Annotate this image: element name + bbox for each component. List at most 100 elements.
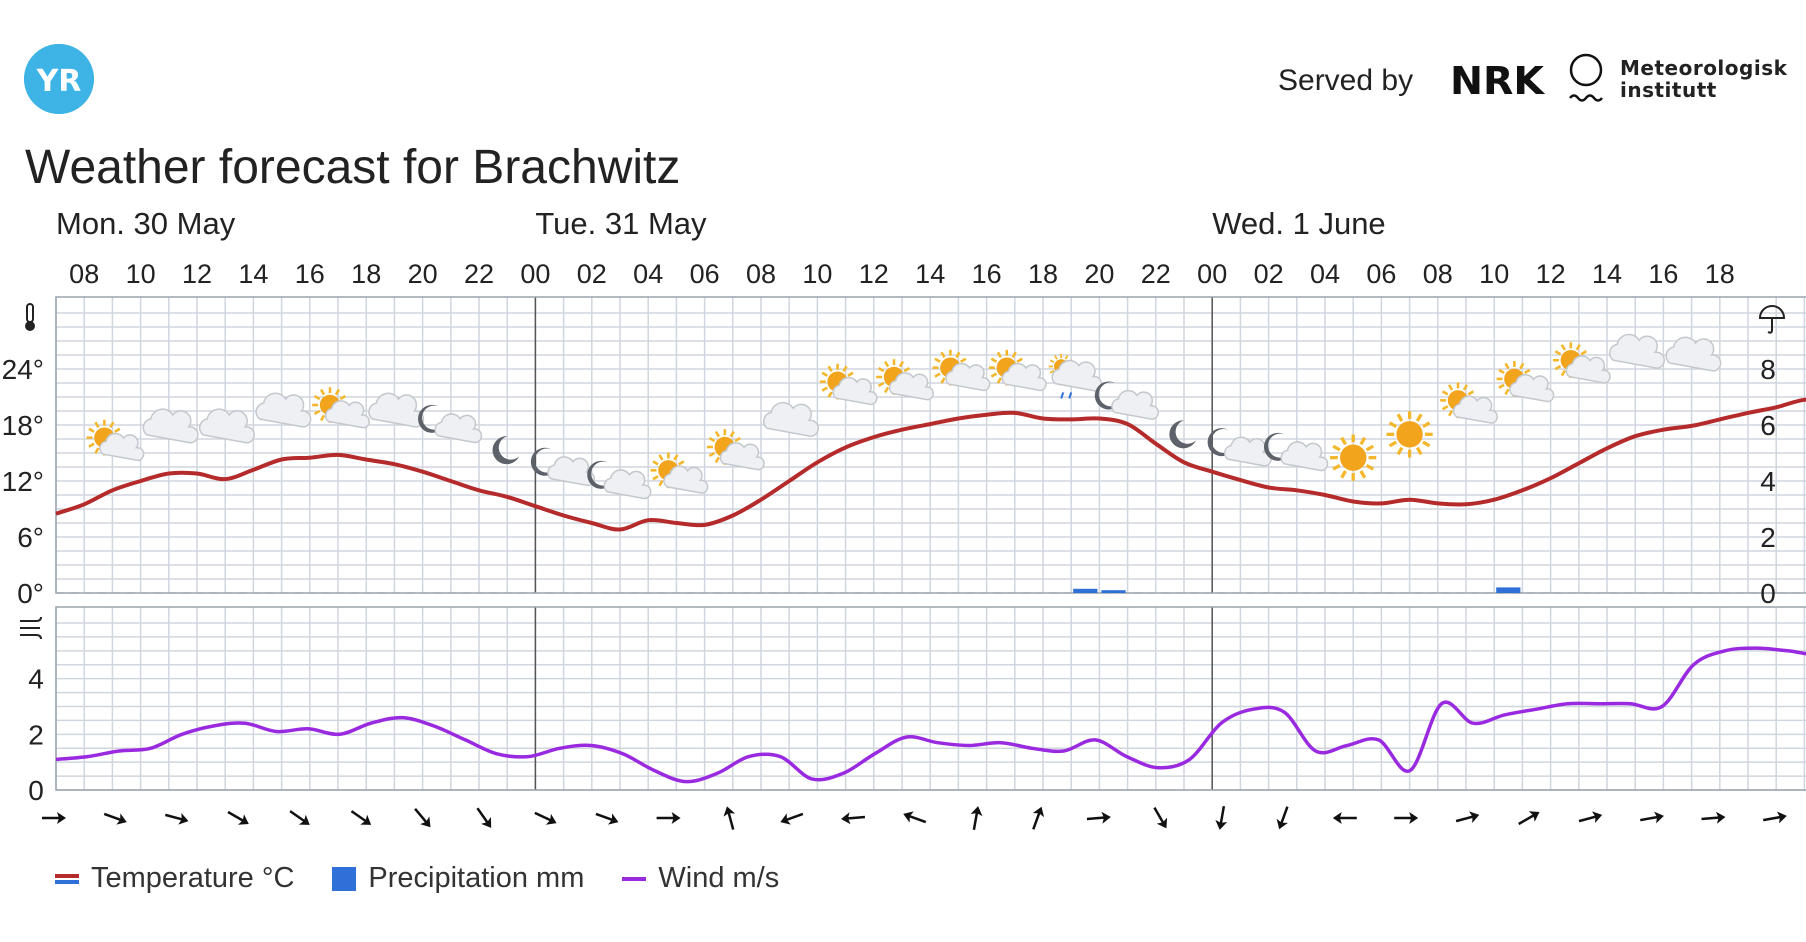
partly-sunny-icon — [312, 387, 370, 429]
met-institute-name: Meteorologisk institutt — [1620, 57, 1787, 101]
wind-direction-arrow — [1518, 811, 1540, 826]
legend-precipitation-label: Precipitation mm — [368, 862, 585, 894]
hour-label: 18 — [1028, 259, 1058, 289]
partly-sunny-icon — [819, 363, 878, 406]
precipitation-bars — [1073, 587, 1521, 593]
hour-label: 04 — [633, 259, 663, 289]
temperature-swatch — [55, 873, 79, 884]
umbrella-icon — [1758, 305, 1786, 334]
legend-temperature-label: Temperature °C — [91, 862, 295, 894]
hour-label: 16 — [972, 259, 1002, 289]
night-cloud-icon — [587, 460, 652, 500]
wind-direction-arrow — [350, 810, 372, 825]
wind-direction-arrow — [1276, 806, 1289, 830]
legend-wind[interactable]: Wind m/s — [622, 862, 779, 895]
wind-direction-arrow — [1215, 805, 1228, 830]
day-labels: Mon. 30 May Tue. 31 May Wed. 1 June — [56, 210, 1386, 241]
svg-text:YR: YR — [36, 64, 82, 99]
hour-label: 14 — [238, 259, 268, 289]
precip-tick-label: 4 — [1760, 466, 1776, 497]
wind-swatch — [622, 876, 647, 881]
hour-label: 16 — [295, 259, 325, 289]
hour-label: 02 — [577, 259, 607, 289]
svg-text:NRK: NRK — [1450, 62, 1546, 98]
temp-tick-label: 18° — [2, 410, 44, 441]
day-label: Tue. 31 May — [535, 210, 707, 241]
wind-panel-border — [55, 606, 1806, 791]
night-cloud-icon — [418, 404, 483, 444]
night-cloud-icon — [530, 447, 595, 487]
night-cloud-icon — [1207, 428, 1272, 467]
temp-tick-label: 24° — [2, 354, 44, 385]
temperature-series — [55, 397, 1806, 532]
wind-direction-arrow — [656, 812, 681, 824]
partly-sunny-icon — [1552, 342, 1611, 384]
cloud-icon — [255, 392, 312, 428]
hour-label: 18 — [351, 259, 381, 289]
thermometer-icon — [25, 303, 35, 331]
sun-icon — [1330, 434, 1377, 481]
wind-direction-arrow — [164, 812, 189, 825]
precip-tick-label: 0 — [1760, 578, 1776, 609]
served-by-text: Served by — [1278, 64, 1414, 97]
wind-direction-arrow — [595, 812, 619, 825]
cloud-icon — [142, 408, 199, 444]
hour-label: 06 — [690, 259, 720, 289]
hour-label: 14 — [915, 259, 945, 289]
wind-icon — [20, 616, 42, 640]
wind-tick-label: 0 — [28, 775, 44, 806]
sun-icon — [1386, 411, 1433, 458]
hour-label: 10 — [802, 259, 832, 289]
precipitation-bar — [1073, 588, 1098, 593]
wind-direction-arrow — [723, 806, 736, 830]
wind-direction-arrow — [42, 812, 66, 824]
wind-direction-arrow — [970, 806, 983, 831]
cloud-icon — [1665, 336, 1722, 372]
wind-direction-arrow — [903, 811, 927, 824]
wind-direction-arrow — [1332, 812, 1357, 824]
cloud-icon — [368, 392, 425, 428]
wind-direction-arrow — [1086, 811, 1111, 824]
hour-label: 08 — [1423, 259, 1453, 289]
temp-tick-label: 6° — [17, 522, 44, 553]
temp-panel-border — [55, 296, 1806, 594]
night-cloud-icon — [1094, 381, 1159, 421]
yr-logo[interactable]: YR — [24, 44, 94, 114]
wind-direction-arrow — [227, 810, 249, 825]
legend-temperature[interactable]: Temperature °C — [55, 862, 294, 895]
hour-label: 08 — [746, 259, 776, 289]
temp-tick-label: 12° — [2, 466, 44, 497]
precip-tick-label: 2 — [1760, 522, 1776, 553]
wind-line — [55, 646, 1806, 784]
wind-direction-arrow — [1640, 811, 1664, 824]
hour-label: 02 — [1254, 259, 1284, 289]
hour-label: 20 — [1084, 259, 1114, 289]
nrk-logo[interactable]: NRK — [1450, 62, 1546, 98]
day-label: Wed. 1 June — [1212, 210, 1385, 241]
wind-direction-arrow — [476, 807, 492, 828]
wind-direction-arrow — [1455, 811, 1480, 824]
cloud-icon — [199, 408, 256, 444]
legend-precipitation[interactable]: Precipitation mm — [332, 862, 584, 895]
page-title: Weather forecast for Brachwitz — [25, 141, 681, 194]
hour-label: 12 — [1536, 259, 1566, 289]
temperature-line — [55, 397, 1806, 532]
chart-legend: Temperature °C Precipitation mm Wind m/s — [55, 862, 779, 895]
met-institute-logo[interactable] — [1566, 52, 1606, 110]
wind-direction-arrow — [1762, 811, 1787, 824]
partly-sunny-icon — [1440, 382, 1498, 424]
hour-label: 14 — [1592, 259, 1622, 289]
partly-sunny-icon — [706, 429, 765, 471]
rain-cloud-icon — [1048, 353, 1103, 399]
hour-label: 16 — [1648, 259, 1678, 289]
hour-label: 00 — [520, 259, 550, 289]
precip-tick-label: 8 — [1760, 354, 1776, 385]
hour-labels: 08 10 12 14 16 18 20 22 00 02 04 06 08 10 12 14 16 18 20 22… — [69, 259, 1735, 289]
hour-label: 00 — [1197, 259, 1227, 289]
cloud-icon — [763, 401, 820, 438]
precipitation-bar — [1101, 590, 1126, 593]
legend-wind-label: Wind m/s — [658, 862, 780, 894]
hour-label: 12 — [182, 259, 212, 289]
met-line2: institutt — [1620, 78, 1717, 102]
hour-label: 08 — [69, 259, 99, 289]
